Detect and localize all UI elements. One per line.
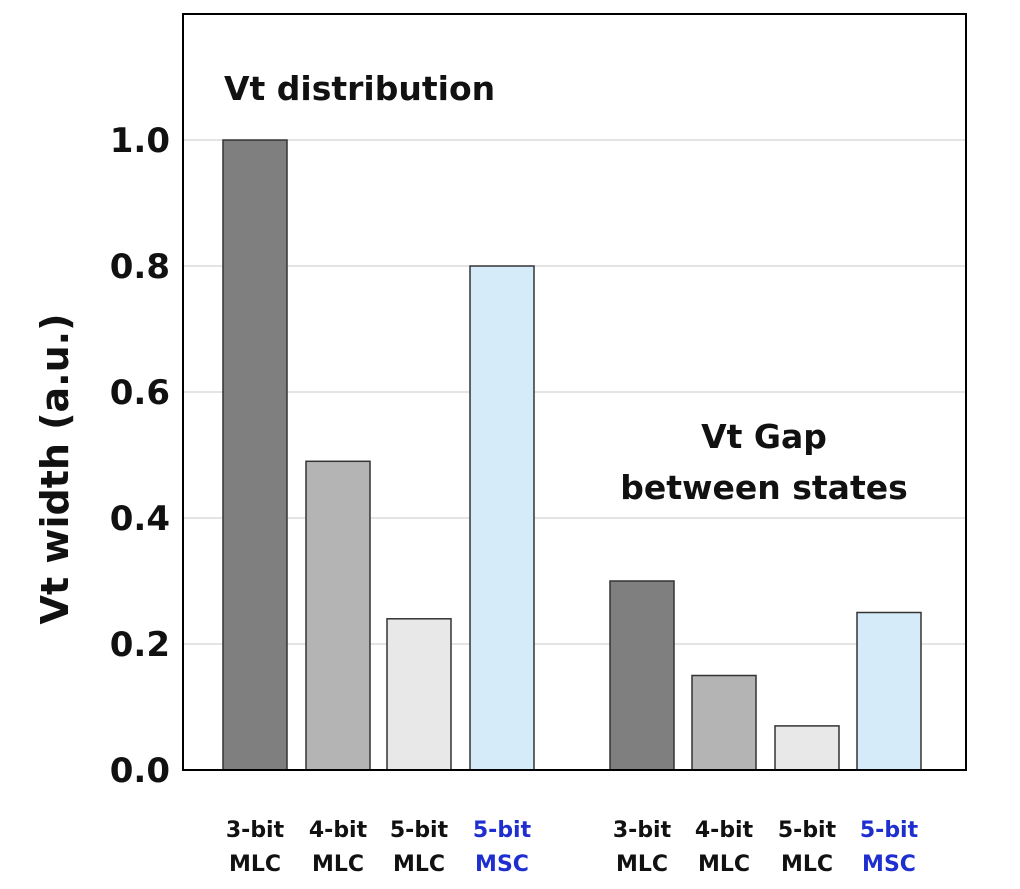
category-label-line-2: MLC	[781, 852, 833, 877]
bar	[774, 725, 840, 771]
gridlines	[183, 139, 966, 645]
category-label-line-2: MLC	[616, 852, 668, 877]
category-label-line-2: MSC	[475, 852, 529, 877]
category-label-line-1: 5-bit	[473, 818, 532, 843]
category-label-line-1: 5-bit	[860, 818, 919, 843]
group-2-annotation-line-1: Vt Gap	[701, 417, 827, 456]
y-tick-label: 1.0	[110, 121, 170, 161]
category-label-line-1: 3-bit	[613, 818, 672, 843]
bar	[691, 674, 757, 771]
bars	[222, 139, 922, 771]
category-label-line-1: 5-bit	[778, 818, 837, 843]
group-1-annotation: Vt distribution	[224, 69, 495, 108]
category-label-line-1: 4-bit	[695, 818, 754, 843]
category-label-line-1: 3-bit	[226, 818, 285, 843]
category-label-line-2: MSC	[862, 852, 916, 877]
y-tick-label: 0.8	[110, 247, 170, 287]
y-tick-labels: 0.0 0.2 0.4 0.6 0.8 1.0	[110, 121, 170, 791]
plot-frame	[182, 13, 967, 771]
category-label-line-2: MLC	[698, 852, 750, 877]
bar	[386, 618, 452, 771]
y-tick-label: 0.4	[110, 499, 170, 539]
bar	[305, 460, 371, 771]
y-axis-label: Vt width (a.u.)	[33, 314, 77, 625]
bar	[469, 265, 535, 771]
bar	[609, 580, 675, 771]
category-label-line-1: 5-bit	[390, 818, 449, 843]
category-label-line-2: MLC	[393, 852, 445, 877]
category-label-line-2: MLC	[312, 852, 364, 877]
bar	[222, 139, 288, 771]
y-tick-label: 0.0	[110, 751, 170, 791]
group-2-annotation-line-2: between states	[620, 468, 908, 507]
y-tick-label: 0.2	[110, 625, 170, 665]
x-category-labels: 3-bit MLC 4-bit MLC 5-bit MLC 5-bit MSC 3-bit MLC…	[226, 818, 919, 877]
category-label-line-1: 4-bit	[309, 818, 368, 843]
y-tick-label: 0.6	[110, 373, 170, 413]
bar	[856, 611, 922, 771]
category-label-line-2: MLC	[229, 852, 281, 877]
